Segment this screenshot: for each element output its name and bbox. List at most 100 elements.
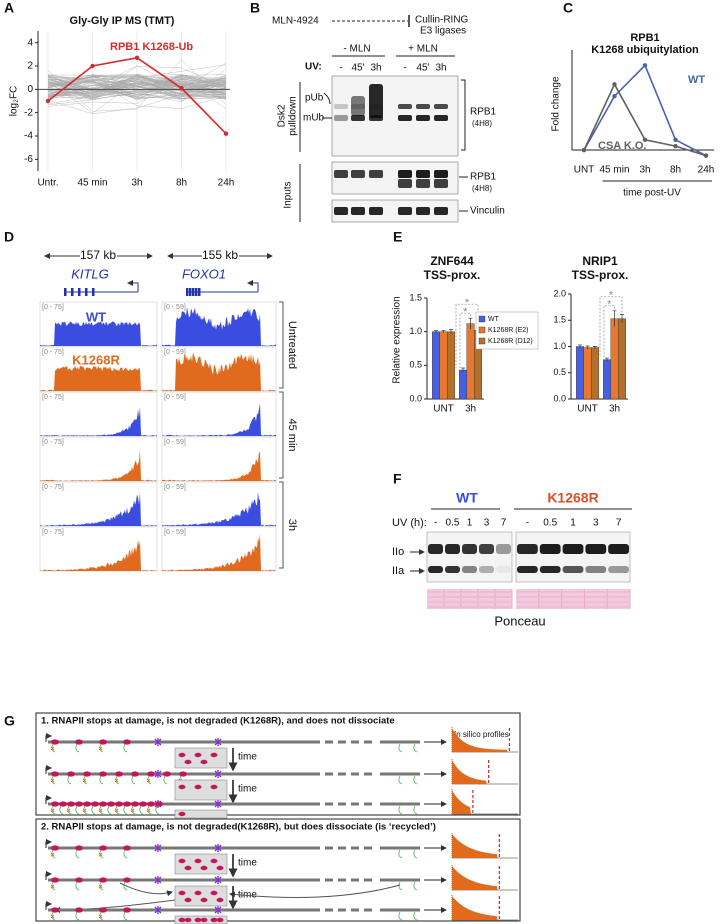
point <box>179 85 184 91</box>
y-tick-label: 1.5 <box>409 292 422 302</box>
scenario-box <box>35 712 521 816</box>
rnapii <box>123 801 131 807</box>
antibody-clone: (4H8) <box>472 184 492 193</box>
lesion-mark <box>98 808 103 813</box>
free-rnapii <box>210 784 218 790</box>
rnapii <box>99 739 107 745</box>
rnapii <box>115 771 123 777</box>
y-tick-label: 0 <box>27 84 33 95</box>
free-rnapii <box>194 784 202 790</box>
bracket <box>279 301 284 569</box>
rnapii <box>115 801 123 807</box>
rna <box>413 849 418 859</box>
exon <box>186 288 189 296</box>
band <box>434 104 448 109</box>
rna <box>59 805 64 815</box>
rnapii <box>99 877 107 883</box>
band <box>479 566 494 573</box>
significance-bracket <box>455 303 479 369</box>
blot <box>331 199 459 223</box>
y-tick-label: 2.0 <box>553 288 566 298</box>
x-axis-label: time post-UV <box>623 188 681 199</box>
band <box>496 544 511 554</box>
chart-subtitle: TSS-prox. <box>572 268 629 282</box>
condition-label: 45 min <box>286 418 298 451</box>
x-tick-label: 45 min <box>77 178 107 189</box>
y-tick-label: 0.0 <box>409 393 422 403</box>
coverage <box>40 406 157 436</box>
coverage <box>40 449 157 481</box>
band <box>562 544 584 554</box>
free-rnapii <box>216 917 224 923</box>
lesion-mark <box>82 808 87 813</box>
track-scale: [0 - 75] <box>42 484 64 491</box>
legend-box <box>475 311 539 350</box>
lane-label: 7 <box>616 518 622 529</box>
lesion-mark <box>66 808 71 813</box>
band <box>428 566 443 573</box>
background-trace <box>47 80 227 98</box>
point <box>612 94 617 99</box>
error-bar <box>585 345 590 350</box>
x-tick-label: 24h <box>698 165 715 176</box>
band <box>434 179 448 188</box>
significance-bracket <box>599 296 623 358</box>
y-axis-label: Fold change <box>551 76 562 131</box>
band-label: pUb <box>305 93 324 104</box>
track-label: WT <box>86 309 106 324</box>
inputs-label: Inputs <box>283 181 294 208</box>
rnapii <box>75 739 83 745</box>
free-rnapii <box>194 890 202 896</box>
significance: * <box>609 290 614 302</box>
coverage <box>162 306 276 346</box>
free-rnapii <box>184 865 192 871</box>
coverage <box>40 539 157 571</box>
band <box>496 566 511 573</box>
rnapii <box>123 739 131 745</box>
error-bar <box>605 357 609 362</box>
coverage <box>40 492 157 526</box>
smear <box>351 96 365 116</box>
rna <box>123 743 128 753</box>
lane-label: 0.5 <box>446 518 460 529</box>
lesion-mark <box>146 808 151 813</box>
panel-label: A <box>4 0 14 16</box>
rna <box>123 849 128 859</box>
bar <box>576 346 584 400</box>
rnapii <box>123 845 131 851</box>
legend-label: K1268R (D12) <box>488 338 533 345</box>
damage <box>154 906 162 914</box>
bar <box>466 323 475 400</box>
rna <box>413 775 418 785</box>
band <box>369 115 383 121</box>
lesion-mark <box>130 808 135 813</box>
coverage <box>162 491 276 526</box>
gene-models <box>64 280 259 296</box>
rnapii <box>123 907 131 913</box>
band <box>517 566 538 573</box>
coverage <box>162 351 276 391</box>
rna <box>91 805 96 815</box>
exon <box>198 288 201 296</box>
tss-arrow <box>127 280 139 292</box>
track-scale: [0 - 75] <box>42 529 64 536</box>
chart-title: ZNF644 <box>430 254 474 268</box>
rnapii <box>51 801 59 807</box>
error-bar <box>449 329 453 334</box>
rna <box>155 805 160 815</box>
blot <box>426 531 513 583</box>
ponceau <box>427 589 512 609</box>
band <box>351 115 365 121</box>
pulldown-label: Dsk2 <box>277 104 288 127</box>
x-tick-label: 8h <box>670 165 681 176</box>
background-trace <box>47 75 227 99</box>
point <box>612 82 617 87</box>
group-label: + MLN <box>408 44 438 55</box>
damage <box>214 876 222 884</box>
uv-label: UV (h): <box>392 517 427 529</box>
profiles-label: In silico profiles <box>454 730 509 739</box>
background-trace <box>47 75 227 95</box>
y-tick-label: -4 <box>24 131 33 142</box>
rnapii <box>99 907 107 913</box>
rnapii <box>123 877 131 883</box>
